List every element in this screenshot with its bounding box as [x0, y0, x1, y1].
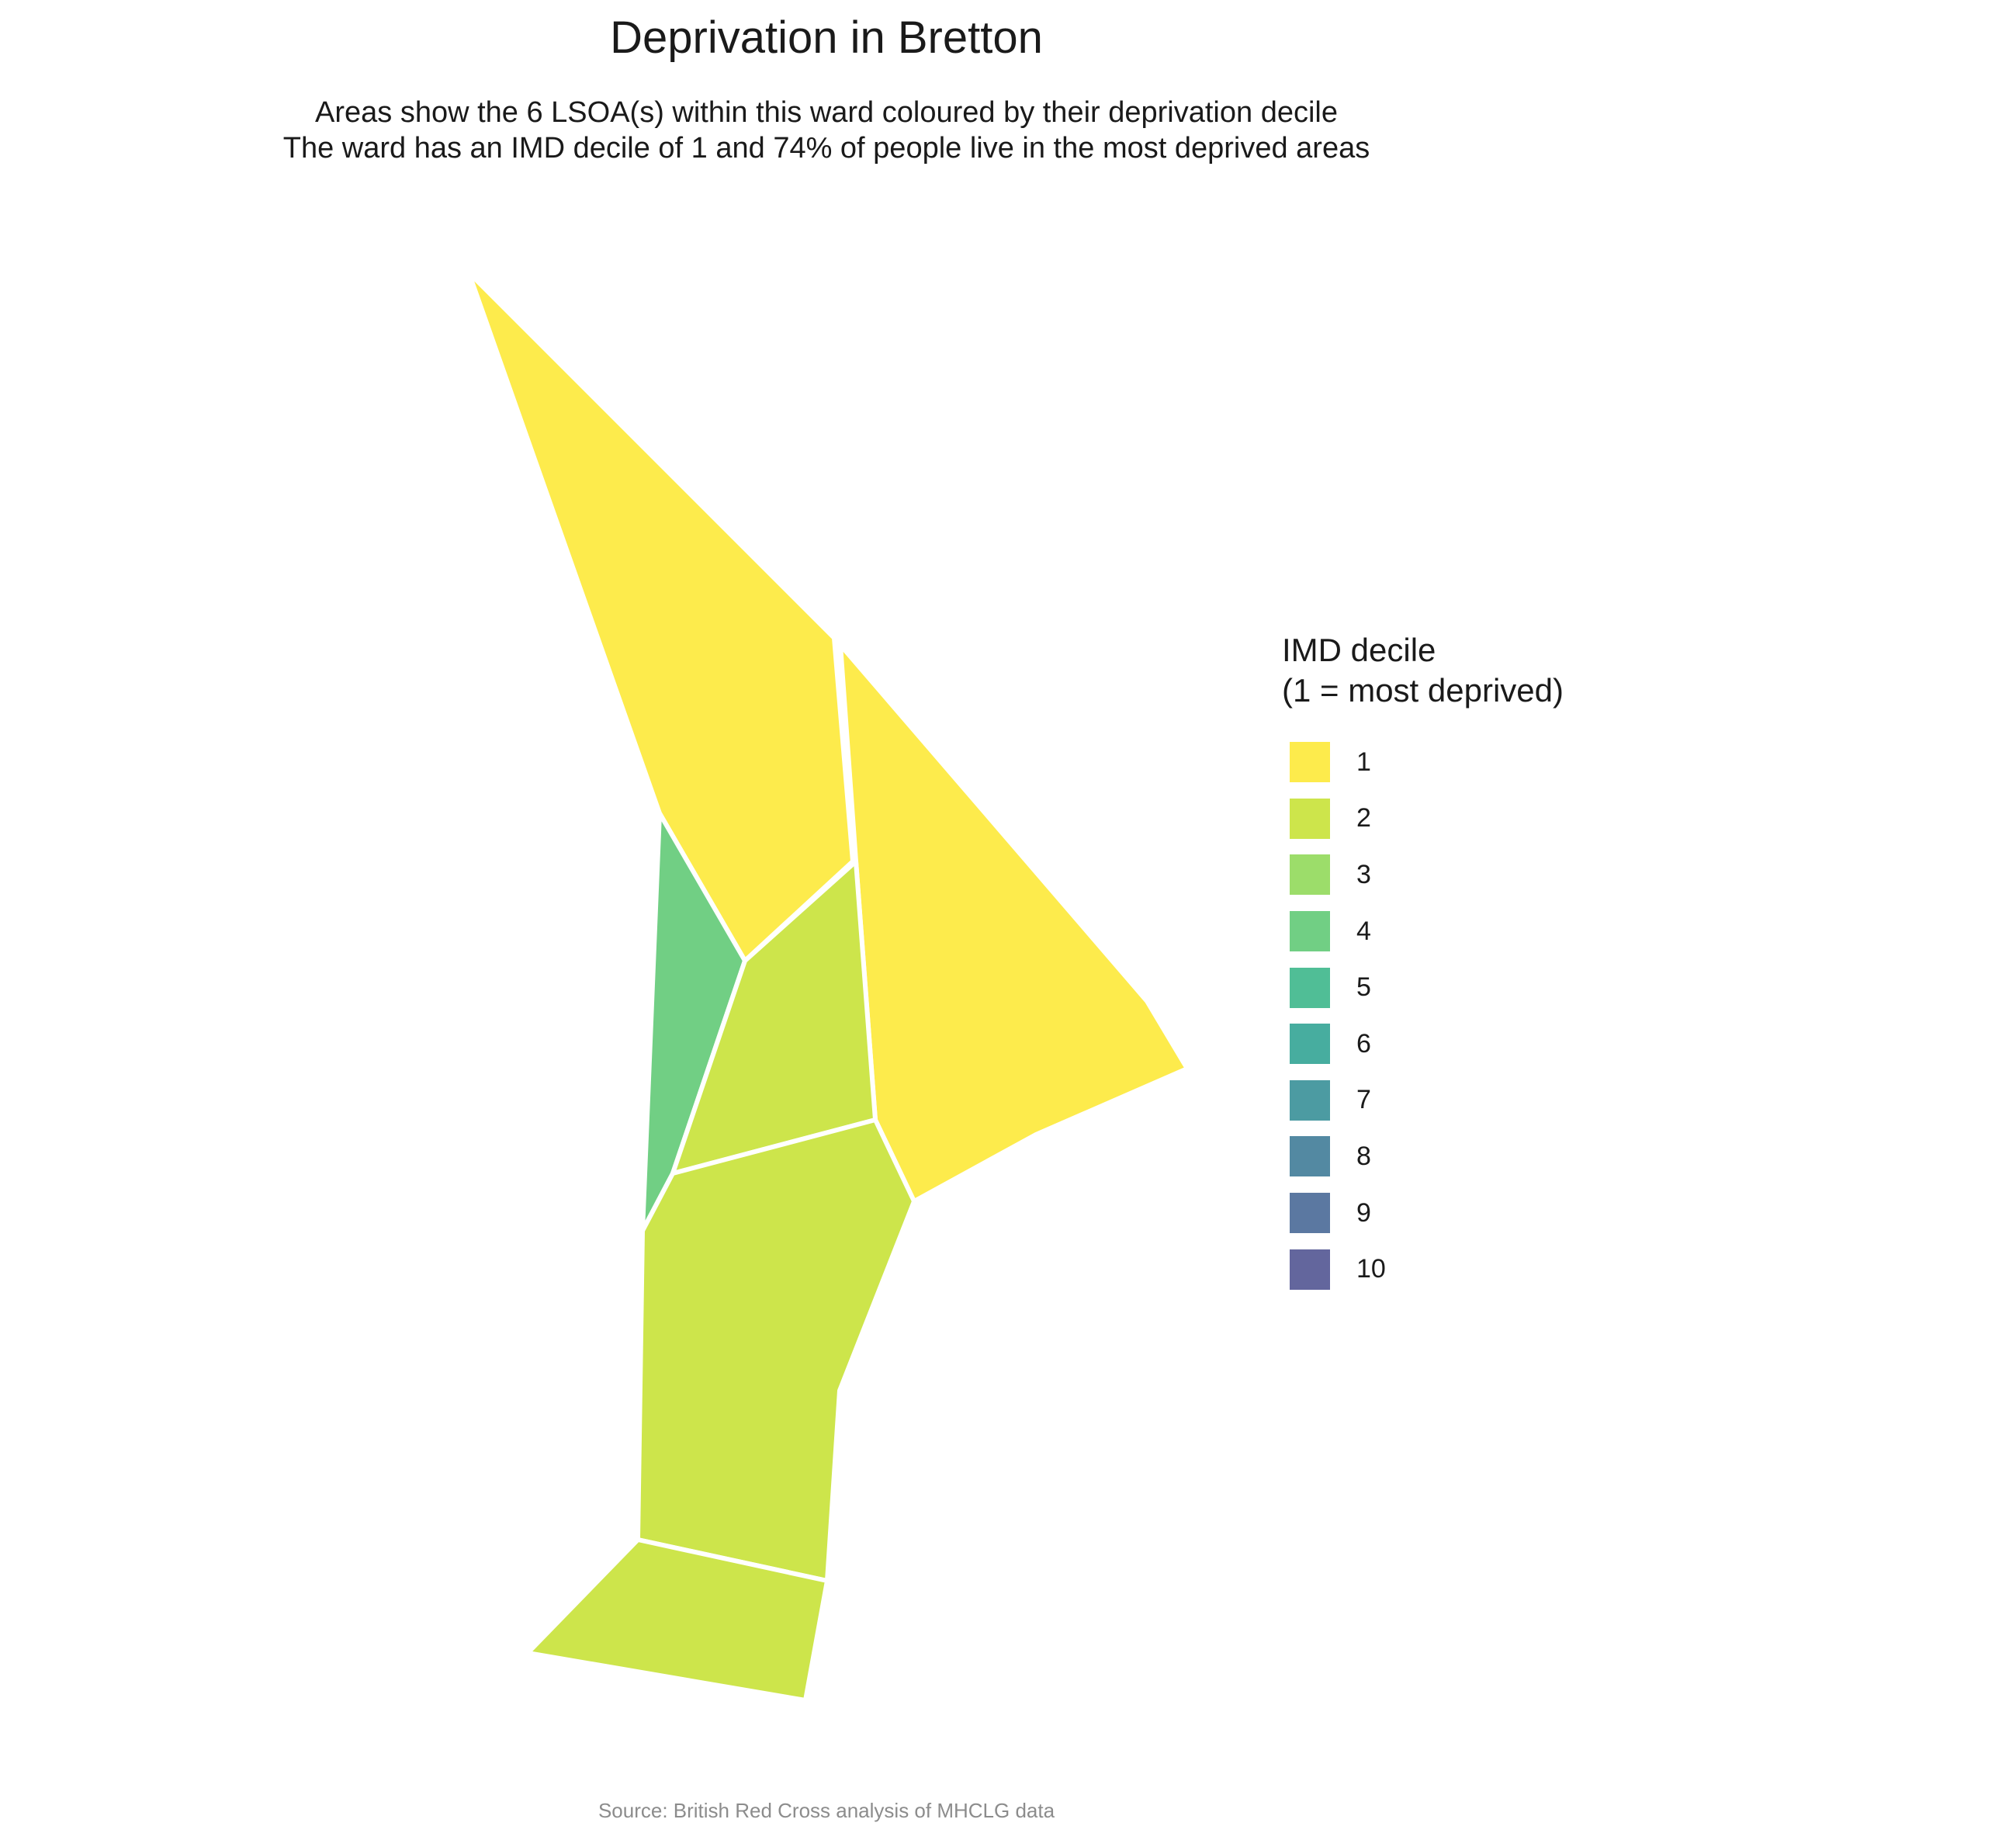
legend-label: 4 — [1356, 916, 1371, 946]
legend-key — [1290, 1249, 1330, 1290]
lsoa-south-tip[interactable] — [525, 1537, 830, 1703]
legend-item-1: 1 — [1290, 734, 1564, 791]
legend-title-line-1: IMD decile — [1282, 632, 1436, 668]
legend-key — [1290, 1079, 1330, 1121]
legend: IMD decile (1 = most deprived) 1 2 3 4 5… — [1282, 630, 1564, 1298]
legend-item-7: 7 — [1290, 1072, 1564, 1129]
legend-key — [1290, 798, 1330, 839]
legend-label: 7 — [1356, 1085, 1371, 1115]
legend-label: 9 — [1356, 1197, 1371, 1228]
legend-item-6: 6 — [1290, 1016, 1564, 1072]
legend-label: 6 — [1356, 1028, 1371, 1059]
legend-item-9: 9 — [1290, 1185, 1564, 1242]
subtitle-line-2: The ward has an IMD decile of 1 and 74% … — [282, 132, 1370, 165]
legend-item-2: 2 — [1290, 791, 1564, 847]
subtitle-line-1: Areas show the 6 LSOA(s) within this war… — [315, 96, 1338, 129]
legend-item-10: 10 — [1290, 1241, 1564, 1298]
legend-label: 3 — [1356, 859, 1371, 889]
legend-item-4: 4 — [1290, 903, 1564, 960]
legend-title-line-2: (1 = most deprived) — [1282, 672, 1564, 709]
legend-key — [1290, 1024, 1330, 1065]
legend-item-5: 5 — [1290, 959, 1564, 1016]
legend-label: 5 — [1356, 972, 1371, 1003]
legend-key — [1290, 967, 1330, 1008]
legend-label: 2 — [1356, 803, 1371, 833]
legend-key — [1290, 911, 1330, 952]
legend-item-3: 3 — [1290, 847, 1564, 903]
lsoa-south[interactable] — [636, 1117, 916, 1583]
legend-title: IMD decile (1 = most deprived) — [1282, 630, 1564, 711]
legend-label: 1 — [1356, 747, 1371, 777]
legend-key — [1290, 1193, 1330, 1234]
chart-title: Deprivation in Bretton — [610, 12, 1043, 63]
legend-key — [1290, 854, 1330, 896]
legend-label: 8 — [1356, 1141, 1371, 1171]
legend-item-8: 8 — [1290, 1128, 1564, 1185]
legend-key — [1290, 742, 1330, 783]
legend-items: 1 2 3 4 5 6 7 8 — [1282, 734, 1564, 1298]
legend-key — [1290, 1136, 1330, 1177]
legend-label: 10 — [1356, 1254, 1386, 1284]
source-caption: Source: British Red Cross analysis of MH… — [598, 1799, 1055, 1822]
lsoa-east[interactable] — [838, 643, 1190, 1204]
